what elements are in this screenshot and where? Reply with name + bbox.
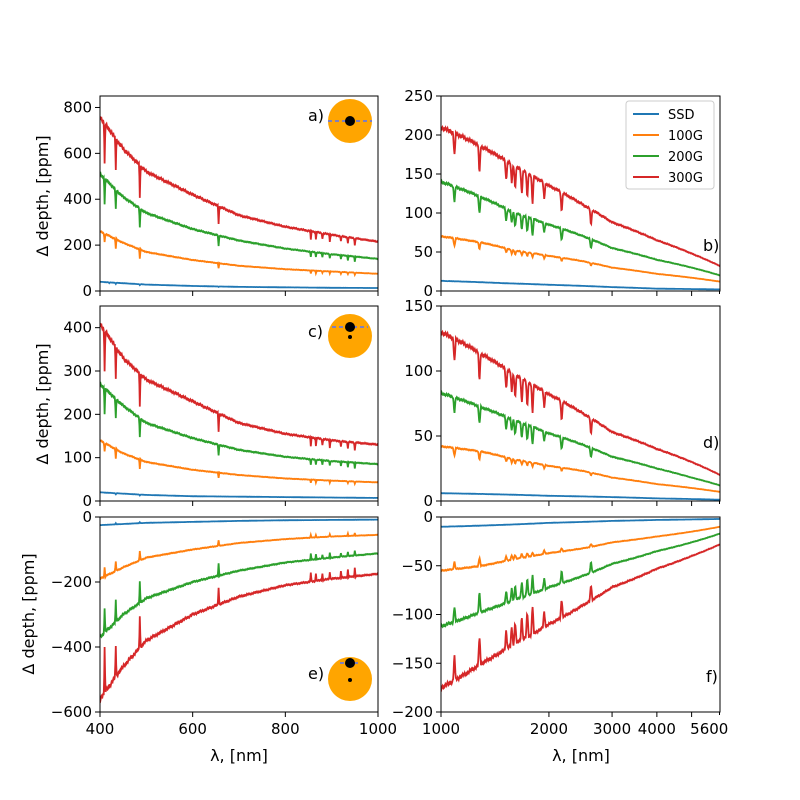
panel-label-b: b) bbox=[703, 236, 719, 255]
series-line-e-300g bbox=[100, 567, 378, 704]
ytick-label: 0 bbox=[82, 282, 92, 300]
xtick-label: 2000 bbox=[530, 720, 568, 738]
ytick-label: 0 bbox=[423, 282, 433, 300]
legend: SSD 100G 200G 300G bbox=[625, 100, 715, 190]
xtick-label: 4000 bbox=[638, 720, 676, 738]
xtick-label: 600 bbox=[178, 720, 207, 738]
ytick-label: 400 bbox=[63, 190, 92, 208]
ytick-label: 150 bbox=[404, 165, 433, 183]
ytick-label: 200 bbox=[63, 405, 92, 423]
xtick-label: 3000 bbox=[593, 720, 631, 738]
series-line-f-ssd bbox=[441, 518, 720, 528]
series-line-d-ssd bbox=[441, 492, 720, 501]
ylabel-e: Δ depth, [ppm] bbox=[19, 553, 38, 674]
legend-label-200g: 200G bbox=[668, 150, 703, 165]
ytick-label: 200 bbox=[404, 126, 433, 144]
ytick-label: 100 bbox=[63, 449, 92, 467]
xtick-label: 400 bbox=[86, 720, 115, 738]
series-line-a-100g bbox=[100, 230, 378, 278]
legend-label-100g: 100G bbox=[668, 129, 703, 144]
ylabel-c: Δ depth, [ppm] bbox=[33, 343, 52, 464]
series-line-f-300g bbox=[441, 543, 720, 693]
series-line-b-300g bbox=[441, 124, 720, 268]
ytick-label: −200 bbox=[392, 703, 433, 721]
panel-c: 0 100 200 300 400 c) bbox=[63, 305, 379, 510]
legend-label-ssd: SSD bbox=[668, 108, 695, 123]
transit-icon-central bbox=[328, 99, 372, 143]
series-line-d-100g bbox=[441, 444, 720, 493]
series-line-b-ssd bbox=[441, 279, 720, 291]
series-line-c-ssd bbox=[100, 491, 378, 499]
xtick-label: 1000 bbox=[359, 720, 397, 738]
series-line-e-ssd bbox=[100, 518, 378, 526]
series-line-e-200g bbox=[100, 550, 378, 639]
panel-label-e: e) bbox=[308, 664, 324, 683]
ytick-label: 100 bbox=[404, 362, 433, 380]
panel-label-c: c) bbox=[308, 322, 323, 341]
legend-label-300g: 300G bbox=[668, 171, 703, 186]
xtick-label: 5600 bbox=[690, 720, 728, 738]
ytick-label: 0 bbox=[423, 492, 433, 510]
panel-frame-d bbox=[440, 305, 721, 502]
xlabel-left: λ, [nm] bbox=[210, 746, 268, 765]
ytick-label: 50 bbox=[414, 243, 433, 261]
xlabel-right: λ, [nm] bbox=[552, 746, 610, 765]
series-line-a-300g bbox=[100, 116, 378, 246]
panel-e: −600 −400 −200 0 400 600 800 1000 e) bbox=[51, 508, 397, 738]
series-line-a-ssd bbox=[100, 280, 378, 289]
transit-icon-limb bbox=[328, 657, 372, 701]
ytick-label: 100 bbox=[404, 204, 433, 222]
series-line-d-300g bbox=[441, 329, 720, 477]
panel-label-d: d) bbox=[703, 433, 719, 452]
panel-d: 0 50 100 150 d) bbox=[404, 297, 721, 510]
series-line-c-300g bbox=[100, 322, 378, 451]
series-line-b-100g bbox=[441, 234, 720, 283]
panel-b: 0 50 100 150 200 250 b) bbox=[404, 87, 721, 300]
ytick-label: 0 bbox=[82, 508, 92, 526]
ytick-label: 800 bbox=[63, 98, 92, 116]
ytick-label: −50 bbox=[401, 557, 433, 575]
ytick-label: −200 bbox=[51, 573, 92, 591]
panel-frame-a bbox=[99, 95, 379, 292]
series-line-f-100g bbox=[441, 525, 720, 573]
ytick-label: 0 bbox=[82, 492, 92, 510]
xtick-label: 800 bbox=[271, 720, 300, 738]
ytick-label: 150 bbox=[404, 297, 433, 315]
xtick-label: 1000 bbox=[422, 720, 460, 738]
series-line-e-100g bbox=[100, 530, 378, 581]
ytick-label: −100 bbox=[392, 606, 433, 624]
transit-icon-offset bbox=[328, 314, 372, 358]
ytick-label: 250 bbox=[404, 87, 433, 105]
panel-frame-e bbox=[99, 516, 379, 713]
ytick-label: 200 bbox=[63, 236, 92, 254]
ytick-label: 600 bbox=[63, 144, 92, 162]
series-line-c-200g bbox=[100, 381, 378, 469]
ytick-label: 0 bbox=[423, 508, 433, 526]
series-line-f-200g bbox=[441, 532, 720, 629]
series-line-c-100g bbox=[100, 439, 378, 487]
panel-f: −200 −150 −100 −50 0 1000 2000 3000 4000 5600 f) bbox=[392, 508, 729, 738]
ytick-label: −400 bbox=[51, 638, 92, 656]
ytick-label: 50 bbox=[414, 427, 433, 445]
series-line-b-200g bbox=[441, 178, 720, 277]
ytick-label: −600 bbox=[51, 703, 92, 721]
panel-a: 0 200 400 600 800 a) bbox=[63, 95, 379, 300]
series-line-d-200g bbox=[441, 390, 720, 487]
series-line-a-200g bbox=[100, 171, 378, 262]
panel-label-f: f) bbox=[706, 667, 718, 686]
ytick-label: −150 bbox=[392, 654, 433, 672]
ytick-label: 300 bbox=[63, 362, 92, 380]
ylabel-a: Δ depth, [ppm] bbox=[33, 135, 52, 256]
panel-frame-c bbox=[99, 305, 379, 502]
ytick-label: 400 bbox=[63, 319, 92, 337]
panel-label-a: a) bbox=[308, 106, 324, 125]
panel-frame-b bbox=[440, 95, 721, 292]
